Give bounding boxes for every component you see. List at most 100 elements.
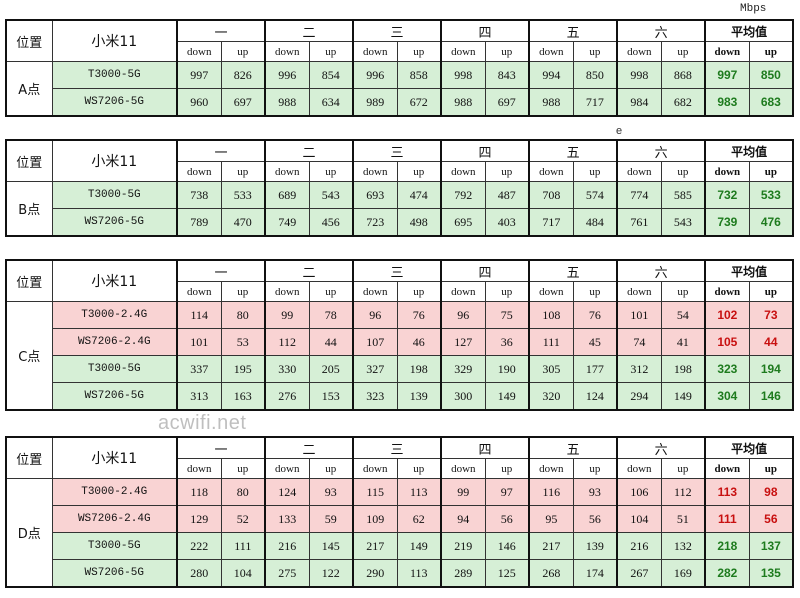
up-value: 46 xyxy=(396,328,442,356)
down-header: down xyxy=(528,161,574,182)
average-down-value: 105 xyxy=(704,328,750,356)
down-header: down xyxy=(176,281,222,302)
up-value: 198 xyxy=(660,355,706,383)
router-name: T3000-2.4G xyxy=(51,478,178,506)
down-value: 996 xyxy=(352,61,398,89)
location-label: B点 xyxy=(5,181,53,237)
day-header: 一 xyxy=(175,139,266,162)
down-value: 329 xyxy=(440,355,486,383)
down-value: 989 xyxy=(352,88,398,117)
down-value: 689 xyxy=(264,181,310,209)
down-value: 330 xyxy=(264,355,310,383)
up-header: up xyxy=(396,281,442,302)
down-value: 106 xyxy=(616,478,662,506)
up-value: 868 xyxy=(660,61,706,89)
down-value: 95 xyxy=(528,505,574,533)
day-header: 三 xyxy=(352,259,442,282)
average-up-value: 533 xyxy=(748,181,794,209)
down-header: down xyxy=(616,281,662,302)
down-value: 101 xyxy=(616,301,662,329)
up-value: 682 xyxy=(660,88,706,117)
average-header: 平均值 xyxy=(704,259,794,282)
up-value: 112 xyxy=(660,478,706,506)
up-value: 198 xyxy=(396,355,442,383)
up-value: 113 xyxy=(396,559,442,588)
router-name: T3000-5G xyxy=(51,181,178,209)
down-value: 108 xyxy=(528,301,574,329)
day-header: 五 xyxy=(528,19,618,42)
average-header: 平均值 xyxy=(704,436,794,459)
up-value: 139 xyxy=(572,532,618,560)
up-header: up xyxy=(748,458,794,479)
header-row: 位置 小米11 一二三四五六平均值 xyxy=(5,436,794,479)
up-header: up xyxy=(484,458,530,479)
up-header: up xyxy=(572,161,618,182)
router-name: WS7206-5G xyxy=(51,382,178,411)
day-header: 四 xyxy=(440,259,530,282)
router-name: WS7206-2.4G xyxy=(51,328,178,356)
up-value: 484 xyxy=(572,208,618,237)
up-value: 585 xyxy=(660,181,706,209)
down-value: 111 xyxy=(528,328,574,356)
day-header: 四 xyxy=(440,436,530,459)
down-header: down xyxy=(616,41,662,62)
subheader-row: down up down up down up down up down up down up down… xyxy=(6,458,794,479)
down-value: 96 xyxy=(352,301,398,329)
down-value: 290 xyxy=(352,559,398,588)
down-header: down xyxy=(528,281,574,302)
speed-table: 位置 小米11 一二三四五六平均值 down up down up down up down up d… xyxy=(5,259,795,411)
down-value: 327 xyxy=(352,355,398,383)
down-value: 222 xyxy=(176,532,222,560)
day-header: 三 xyxy=(352,139,442,162)
day-header: 四 xyxy=(440,19,530,42)
down-header: down xyxy=(176,458,222,479)
device-header: 小米11 xyxy=(51,19,178,62)
speed-table: 位置 小米11 一二三四五六平均值 down up down up down up down up d… xyxy=(5,139,795,237)
up-value: 125 xyxy=(484,559,530,588)
down-value: 749 xyxy=(264,208,310,237)
down-value: 323 xyxy=(352,382,398,411)
down-value: 996 xyxy=(264,61,310,89)
down-value: 988 xyxy=(264,88,310,117)
down-value: 104 xyxy=(616,505,662,533)
up-header: up xyxy=(484,161,530,182)
down-header: down xyxy=(176,41,222,62)
up-value: 62 xyxy=(396,505,442,533)
up-value: 41 xyxy=(660,328,706,356)
up-header: up xyxy=(396,458,442,479)
up-value: 174 xyxy=(572,559,618,588)
location-label: A点 xyxy=(5,61,53,117)
down-value: 761 xyxy=(616,208,662,237)
up-value: 205 xyxy=(308,355,354,383)
average-up-value: 135 xyxy=(748,559,794,588)
down-header: down xyxy=(528,458,574,479)
up-value: 634 xyxy=(308,88,354,117)
router-name: WS7206-2.4G xyxy=(51,505,178,533)
down-value: 723 xyxy=(352,208,398,237)
up-header: up xyxy=(308,458,354,479)
up-value: 543 xyxy=(660,208,706,237)
up-value: 111 xyxy=(220,532,266,560)
up-value: 113 xyxy=(396,478,442,506)
up-header: up xyxy=(396,161,442,182)
down-value: 994 xyxy=(528,61,574,89)
average-up-value: 850 xyxy=(748,61,794,89)
down-value: 94 xyxy=(440,505,486,533)
down-value: 96 xyxy=(440,301,486,329)
down-value: 275 xyxy=(264,559,310,588)
down-value: 693 xyxy=(352,181,398,209)
up-value: 80 xyxy=(220,301,266,329)
down-value: 118 xyxy=(176,478,222,506)
down-value: 99 xyxy=(264,301,310,329)
up-header: up xyxy=(220,41,266,62)
day-header: 六 xyxy=(616,436,706,459)
device-header: 小米11 xyxy=(51,436,178,479)
down-value: 124 xyxy=(264,478,310,506)
down-header: down xyxy=(264,281,310,302)
location-label: D点 xyxy=(5,478,53,588)
up-value: 163 xyxy=(220,382,266,411)
up-value: 858 xyxy=(396,61,442,89)
up-value: 75 xyxy=(484,301,530,329)
down-value: 997 xyxy=(176,61,222,89)
up-value: 826 xyxy=(220,61,266,89)
